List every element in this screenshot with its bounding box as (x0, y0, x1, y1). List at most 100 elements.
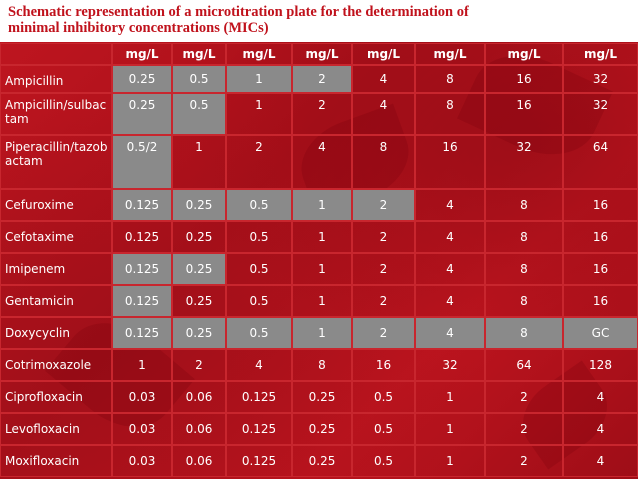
mic-well: 2 (352, 316, 415, 349)
mic-well: 32 (563, 92, 638, 136)
mic-well: 0.25 (112, 92, 172, 136)
mic-well: 0.125 (226, 412, 292, 445)
mic-well: 16 (563, 220, 638, 253)
mic-well: 0.125 (226, 444, 292, 477)
header-cell: mg/L (226, 43, 292, 65)
mic-well: 8 (352, 135, 415, 189)
mic-well: 0.125 (112, 316, 172, 349)
mic-well: 8 (485, 252, 563, 285)
mic-well: 0.06 (172, 444, 226, 477)
antibiotic-name: Ciprofloxacin (0, 380, 112, 413)
mic-well: 16 (352, 348, 415, 381)
table-row: Cotrimoxazole 1 2 4 8 16 32 64 128 (0, 348, 638, 381)
mic-well: 1 (292, 252, 352, 285)
mic-well: 1 (292, 188, 352, 221)
mic-well: 4 (352, 65, 415, 93)
antibiotic-name: Moxifloxacin (0, 444, 112, 477)
table-row: Cefuroxime 0.125 0.25 0.5 1 2 4 8 16 (0, 188, 638, 221)
antibiotic-name: Gentamicin (0, 284, 112, 317)
mic-well: 0.03 (112, 412, 172, 445)
mic-well: 0.5 (172, 92, 226, 136)
header-cell: mg/L (112, 43, 172, 65)
mic-well: 1 (226, 65, 292, 93)
title-line-2: minimal inhibitory concentrations (MICs) (8, 20, 269, 36)
mic-well: 0.25 (292, 380, 352, 413)
mic-well: 2 (292, 65, 352, 93)
mic-well: 0.125 (112, 188, 172, 221)
mic-well: 0.5 (226, 252, 292, 285)
mic-table: mg/L mg/L mg/L mg/L mg/L mg/L mg/L mg/L … (0, 43, 638, 477)
mic-well: 2 (226, 135, 292, 189)
mic-well: 2 (292, 92, 352, 136)
table-row: Ampicillin 0.25 0.5 1 2 4 8 16 32 (0, 65, 638, 93)
antibiotic-name: Cefuroxime (0, 188, 112, 221)
header-row: mg/L mg/L mg/L mg/L mg/L mg/L mg/L mg/L (0, 43, 638, 65)
mic-well: 1 (415, 412, 485, 445)
header-cell: mg/L (292, 43, 352, 65)
mic-well: 0.03 (112, 380, 172, 413)
mic-well: 0.25 (292, 444, 352, 477)
mic-well: 0.25 (172, 284, 226, 317)
mic-well: 0.125 (112, 220, 172, 253)
mic-well: 32 (563, 65, 638, 93)
mic-well: 16 (563, 284, 638, 317)
table-row: Moxifloxacin 0.03 0.06 0.125 0.25 0.5 1 2 4 (0, 444, 638, 477)
mic-well: 1 (415, 444, 485, 477)
mic-well: 0.125 (226, 380, 292, 413)
mic-well: 4 (415, 252, 485, 285)
mic-well: 1 (226, 92, 292, 136)
mic-well: 8 (415, 65, 485, 93)
mic-well: 16 (485, 65, 563, 93)
antibiotic-name: Cefotaxime (0, 220, 112, 253)
mic-well: 8 (415, 92, 485, 136)
antibiotic-name: Piperacillin/tazobactam (0, 135, 112, 189)
mic-well: 16 (563, 252, 638, 285)
mic-well: 64 (563, 135, 638, 189)
table-row: Levofloxacin 0.03 0.06 0.125 0.25 0.5 1 2 4 (0, 412, 638, 445)
mic-well: 64 (485, 348, 563, 381)
mic-well: 8 (485, 284, 563, 317)
mic-well: 0.5 (352, 444, 415, 477)
mic-well: 16 (415, 135, 485, 189)
header-cell: mg/L (485, 43, 563, 65)
antibiotic-name: Levofloxacin (0, 412, 112, 445)
mic-well: 0.5/2 (112, 135, 172, 189)
mic-well: 4 (563, 380, 638, 413)
mic-well: 4 (226, 348, 292, 381)
table-row: Imipenem 0.125 0.25 0.5 1 2 4 8 16 (0, 252, 638, 285)
header-cell: mg/L (563, 43, 638, 65)
mic-well: 0.25 (292, 412, 352, 445)
table-row: Cefotaxime 0.125 0.25 0.5 1 2 4 8 16 (0, 220, 638, 253)
table-row: Gentamicin 0.125 0.25 0.5 1 2 4 8 16 (0, 284, 638, 317)
mic-well: 1 (172, 135, 226, 189)
table-row: Piperacillin/tazobactam 0.5/2 1 2 4 8 16 32 64 (0, 135, 638, 189)
header-cell: mg/L (352, 43, 415, 65)
mic-well: 4 (415, 188, 485, 221)
antibiotic-name: Doxycyclin (0, 316, 112, 349)
mic-well: 0.125 (112, 252, 172, 285)
antibiotic-name: Cotrimoxazole (0, 348, 112, 381)
header-cell (0, 43, 112, 65)
antibiotic-name: Ampicillin/sulbactam (0, 92, 112, 136)
mic-well: 1 (112, 348, 172, 381)
mic-well: 0.5 (226, 220, 292, 253)
mic-well: 4 (292, 135, 352, 189)
mic-well: 0.25 (172, 252, 226, 285)
mic-well: 0.25 (112, 65, 172, 93)
header-cell: mg/L (172, 43, 226, 65)
mic-well: 0.5 (226, 188, 292, 221)
mic-well: 4 (415, 316, 485, 349)
mic-well: 128 (563, 348, 638, 381)
mic-well: 2 (352, 188, 415, 221)
header-cell: mg/L (415, 43, 485, 65)
antibiotic-name: Imipenem (0, 252, 112, 285)
mic-well: 16 (563, 188, 638, 221)
mic-well: 2 (485, 412, 563, 445)
mic-well: 2 (172, 348, 226, 381)
page-title: Schematic representation of a microtitra… (0, 0, 638, 42)
mic-well: 0.5 (352, 412, 415, 445)
table-row: Ampicillin/sulbactam 0.25 0.5 1 2 4 8 16 32 (0, 92, 638, 136)
mic-well: 1 (292, 220, 352, 253)
title-line-1: Schematic representation of a microtitra… (8, 4, 469, 20)
mic-well: GC (563, 316, 638, 349)
